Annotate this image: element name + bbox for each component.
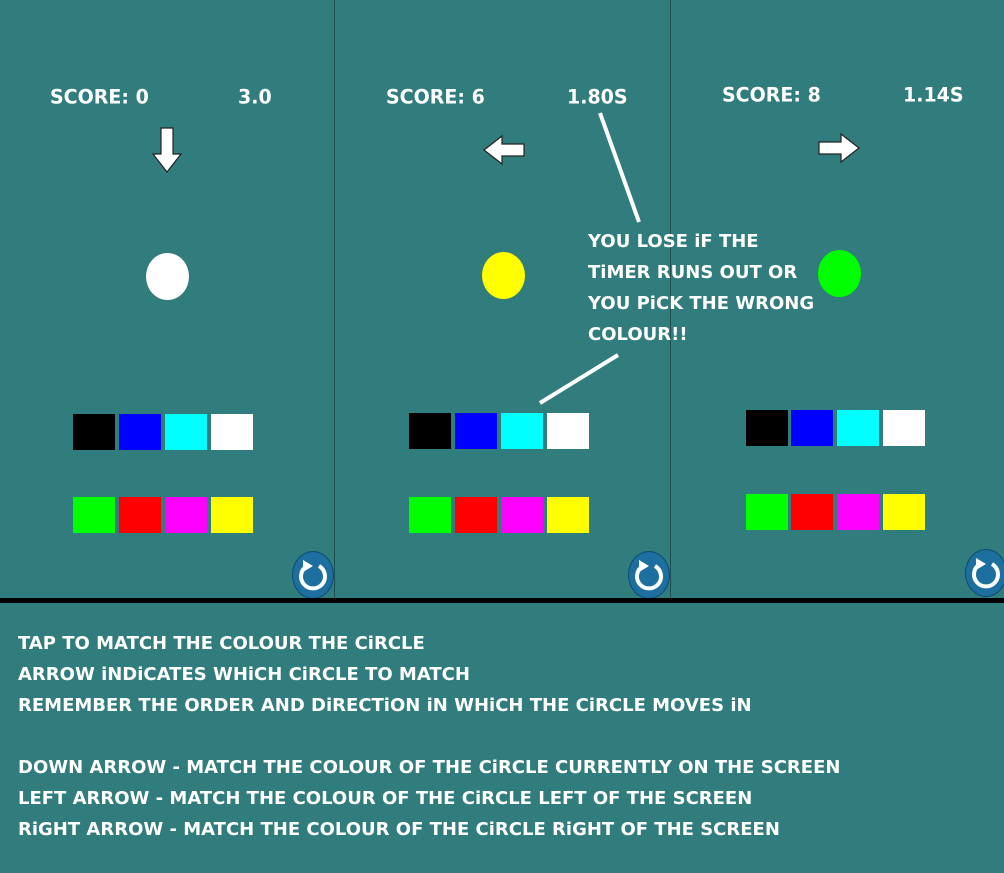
annotation-line: YOU PiCK THE WRONG xyxy=(588,293,815,314)
instruction-line: REMEMBER THE ORDER AND DiRECTiON iN WHiC… xyxy=(18,695,752,716)
down-arrow-icon xyxy=(151,127,183,173)
score-label: SCORE: 6 xyxy=(386,85,485,109)
color-swatch-yellow[interactable] xyxy=(211,497,253,533)
color-swatch-black[interactable] xyxy=(73,414,115,450)
color-swatch-red[interactable] xyxy=(455,497,497,533)
color-swatch-white[interactable] xyxy=(883,410,925,446)
restart-button[interactable] xyxy=(628,551,670,599)
right-arrow-icon xyxy=(818,132,860,164)
restart-button[interactable] xyxy=(292,551,334,599)
annotation-text: YOU LOSE iF THE TiMER RUNS OUT OR YOU Pi… xyxy=(588,226,815,350)
annotation-line: TiMER RUNS OUT OR xyxy=(588,262,798,283)
color-swatch-magenta[interactable] xyxy=(837,494,879,530)
color-swatch-magenta[interactable] xyxy=(165,497,207,533)
restart-icon xyxy=(635,560,663,591)
color-swatch-red[interactable] xyxy=(119,497,161,533)
game-panel-3: SCORE: 8 1.14S xyxy=(671,0,1004,598)
color-swatch-black[interactable] xyxy=(746,410,788,446)
target-circle xyxy=(146,253,189,300)
target-circle xyxy=(818,250,861,297)
game-panel-2: SCORE: 6 1.80S xyxy=(335,0,670,599)
timer-label: 1.14S xyxy=(903,83,964,107)
color-swatch-red[interactable] xyxy=(791,494,833,530)
color-swatch-yellow[interactable] xyxy=(547,497,589,533)
target-circle xyxy=(482,252,525,299)
annotation-line: YOU LOSE iF THE xyxy=(588,231,759,252)
instruction-line: ARROW iNDiCATES WHiCH CiRCLE TO MATCH xyxy=(18,664,470,685)
color-swatch-blue[interactable] xyxy=(119,414,161,450)
annotation-line: COLOUR!! xyxy=(588,324,688,345)
instruction-line: TAP TO MATCH THE COLOUR THE CiRCLE xyxy=(18,633,425,654)
instruction-line: DOWN ARROW - MATCH THE COLOUR OF THE CiR… xyxy=(18,757,841,778)
color-swatch-cyan[interactable] xyxy=(837,410,879,446)
color-swatch-green[interactable] xyxy=(73,497,115,533)
section-divider xyxy=(0,598,1004,603)
color-swatch-cyan[interactable] xyxy=(165,414,207,450)
color-swatch-blue[interactable] xyxy=(455,413,497,449)
annotation-pointer-lines xyxy=(538,112,641,405)
timer-label: 3.0 xyxy=(238,85,272,109)
game-panel-1: SCORE: 0 3.0 xyxy=(0,0,334,599)
color-swatch-white[interactable] xyxy=(547,413,589,449)
instruction-line: RiGHT ARROW - MATCH THE COLOUR OF THE Ci… xyxy=(18,819,780,840)
color-swatch-magenta[interactable] xyxy=(501,497,543,533)
color-swatch-cyan[interactable] xyxy=(501,413,543,449)
restart-icon xyxy=(299,560,327,591)
color-swatch-blue[interactable] xyxy=(791,410,833,446)
left-arrow-icon xyxy=(483,134,525,166)
timer-label: 1.80S xyxy=(567,85,628,109)
instruction-line: LEFT ARROW - MATCH THE COLOUR OF THE CiR… xyxy=(18,788,753,809)
score-label: SCORE: 8 xyxy=(722,83,821,107)
restart-button[interactable] xyxy=(965,549,1004,597)
color-swatch-yellow[interactable] xyxy=(883,494,925,530)
instructions-text: TAP TO MATCH THE COLOUR THE CiRCLE ARROW… xyxy=(18,628,840,845)
color-swatch-green[interactable] xyxy=(746,494,788,530)
restart-icon xyxy=(972,558,1000,589)
score-label: SCORE: 0 xyxy=(50,85,149,109)
color-swatch-green[interactable] xyxy=(409,497,451,533)
color-swatch-white[interactable] xyxy=(211,414,253,450)
color-swatch-black[interactable] xyxy=(409,413,451,449)
